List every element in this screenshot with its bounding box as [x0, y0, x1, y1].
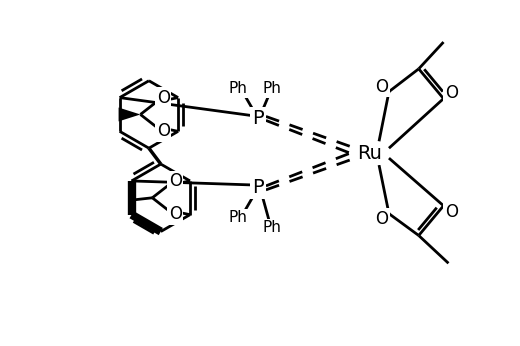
- Text: O: O: [445, 203, 458, 221]
- Text: O: O: [375, 210, 388, 228]
- Text: Ph: Ph: [229, 210, 248, 225]
- Text: P: P: [252, 109, 264, 128]
- Text: Ph: Ph: [229, 81, 248, 96]
- Text: Ph: Ph: [263, 81, 281, 96]
- Text: O: O: [375, 78, 388, 96]
- Text: O: O: [445, 84, 458, 102]
- Text: P: P: [252, 179, 264, 197]
- Text: O: O: [168, 172, 181, 190]
- Text: Ru: Ru: [357, 144, 382, 163]
- Text: O: O: [157, 89, 170, 107]
- Polygon shape: [119, 108, 140, 121]
- Text: Ph: Ph: [263, 220, 281, 235]
- Text: O: O: [157, 122, 170, 140]
- Text: O: O: [168, 205, 181, 223]
